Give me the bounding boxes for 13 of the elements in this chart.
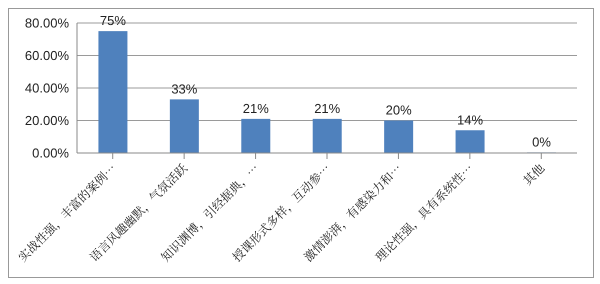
data-label: 33% bbox=[171, 81, 198, 96]
y-tick-label: 20.00% bbox=[24, 113, 70, 128]
data-label: 0% bbox=[532, 134, 552, 150]
data-label: 75% bbox=[100, 13, 126, 28]
y-tick-label: 0.00% bbox=[32, 146, 70, 161]
y-tick-label: 60.00% bbox=[24, 48, 70, 64]
x-tick-label: 其他 bbox=[519, 160, 548, 189]
data-label: 20% bbox=[386, 102, 412, 118]
y-tick-label: 40.00% bbox=[24, 80, 70, 96]
data-label: 21% bbox=[242, 100, 270, 116]
data-label: 14% bbox=[457, 112, 484, 128]
y-tick-label: 80.00% bbox=[24, 16, 70, 31]
data-label: 21% bbox=[314, 100, 341, 116]
